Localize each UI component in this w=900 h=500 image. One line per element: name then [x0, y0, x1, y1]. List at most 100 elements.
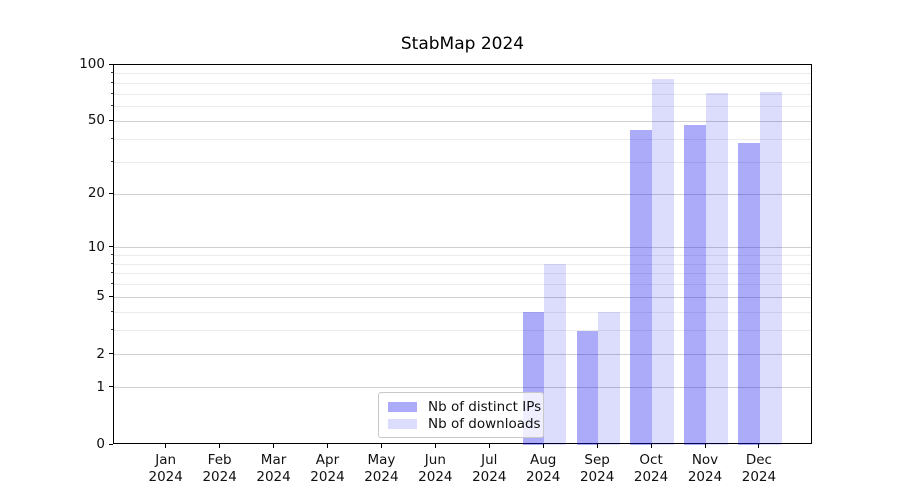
major-gridline: [114, 387, 811, 389]
x-axis-tick-label: Aug 2024: [513, 452, 573, 485]
minor-gridline: [114, 106, 811, 108]
x-axis-tick: [758, 444, 760, 448]
plot-area: [113, 64, 812, 445]
major-gridline: [114, 247, 811, 249]
minor-gridline: [114, 73, 811, 75]
minor-gridline: [114, 82, 811, 84]
y-axis-tick-label: 1: [96, 378, 105, 395]
y-axis-minor-tick: [110, 137, 113, 139]
minor-gridline: [114, 273, 811, 275]
y-axis-minor-tick: [110, 310, 113, 312]
y-axis-minor-tick: [110, 253, 113, 255]
x-axis-tick: [596, 444, 598, 448]
minor-gridline: [114, 138, 811, 140]
y-axis-tick-label: 5: [96, 288, 105, 305]
bar-downloads: [544, 264, 566, 445]
x-axis-tick: [434, 444, 436, 448]
x-axis-tick-year: 2024: [364, 468, 399, 485]
y-axis-tick: [109, 295, 113, 297]
y-axis-tick: [109, 443, 113, 445]
y-axis-tick-label: 0: [96, 436, 105, 452]
minor-gridline: [114, 161, 811, 163]
y-axis-tick: [109, 386, 113, 388]
x-axis-tick-label: Feb 2024: [190, 452, 250, 485]
x-axis-tick: [219, 444, 221, 448]
x-axis-tick-label: Sep 2024: [567, 452, 627, 485]
x-axis-tick-year: 2024: [256, 468, 291, 485]
y-axis-tick: [109, 63, 113, 65]
legend: Nb of distinct IPs Nb of downloads: [378, 392, 544, 438]
y-axis-minor-tick: [110, 329, 113, 331]
y-axis-tick: [109, 246, 113, 248]
bar-distinct-ips: [630, 129, 653, 445]
minor-gridline: [114, 284, 811, 286]
x-axis-tick-year: 2024: [579, 468, 615, 485]
y-axis-tick: [109, 119, 113, 121]
y-axis-tick-label: 20: [87, 185, 105, 202]
y-axis-tick-label: 100: [79, 56, 105, 72]
minor-gridline: [114, 93, 811, 95]
x-axis-tick-label: Dec 2024: [729, 452, 789, 485]
minor-gridline: [114, 330, 811, 332]
y-axis-minor-tick: [110, 92, 113, 94]
x-axis-tick-label: Jun 2024: [405, 452, 465, 485]
y-axis-minor-tick: [110, 262, 113, 264]
legend-label-distinct-ips: Nb of distinct IPs: [428, 398, 542, 415]
y-axis-minor-tick: [110, 160, 113, 162]
y-axis-tick-label: 10: [87, 238, 105, 255]
x-axis-tick-year: 2024: [687, 468, 723, 485]
y-axis-minor-tick: [110, 72, 113, 74]
x-axis-tick-label: May 2024: [351, 452, 411, 485]
major-gridline: [114, 193, 811, 195]
x-axis-tick: [273, 444, 275, 448]
x-axis-tick-year: 2024: [741, 468, 777, 485]
x-axis-tick-year: 2024: [472, 468, 507, 485]
bar-distinct-ips: [738, 143, 760, 445]
chart-title: StabMap 2024: [400, 34, 525, 54]
major-gridline: [114, 354, 811, 356]
y-axis-minor-tick: [110, 283, 113, 285]
y-axis-tick-label: 2: [96, 345, 105, 362]
bar-distinct-ips: [576, 330, 599, 445]
x-axis-tick-label: Apr 2024: [297, 452, 357, 485]
x-axis-tick: [380, 444, 382, 448]
x-axis-tick-label: Jul 2024: [459, 452, 519, 485]
bar-downloads: [652, 79, 674, 445]
x-axis-tick-year: 2024: [148, 468, 183, 485]
x-axis-tick-year: 2024: [418, 468, 453, 485]
minor-gridline: [114, 263, 811, 265]
x-axis-tick-year: 2024: [202, 468, 237, 485]
y-axis-minor-tick: [110, 105, 113, 107]
x-axis-tick-label: Nov 2024: [675, 452, 735, 485]
y-axis-minor-tick: [110, 272, 113, 274]
x-axis-tick-label: Jan 2024: [136, 452, 196, 485]
legend-item-distinct-ips: Nb of distinct IPs: [388, 398, 541, 415]
major-gridline: [114, 296, 811, 298]
y-axis-tick: [109, 353, 113, 355]
bar-distinct-ips: [684, 124, 706, 445]
legend-swatch-distinct-ips-icon: [388, 401, 417, 412]
bar-downloads: [598, 312, 620, 445]
bar-downloads: [706, 92, 728, 445]
minor-gridline: [114, 254, 811, 256]
y-axis-tick-label: 50: [87, 112, 105, 129]
x-axis-tick: [488, 444, 490, 448]
x-axis-tick: [326, 444, 328, 448]
legend-label-downloads: Nb of downloads: [428, 415, 541, 432]
x-axis-tick: [165, 444, 167, 448]
y-axis-tick: [109, 192, 113, 194]
x-axis-tick: [650, 444, 652, 448]
legend-swatch-downloads-icon: [388, 418, 417, 429]
legend-item-downloads: Nb of downloads: [388, 415, 541, 432]
bar-downloads: [759, 91, 782, 445]
major-gridline: [114, 120, 811, 122]
x-axis-tick-label: Oct 2024: [621, 452, 681, 485]
x-axis-tick: [542, 444, 544, 448]
x-axis-tick-year: 2024: [633, 468, 669, 485]
y-axis-minor-tick: [110, 81, 113, 83]
minor-gridline: [114, 311, 811, 313]
x-axis-tick-year: 2024: [526, 468, 561, 485]
x-axis-tick-label: Mar 2024: [244, 452, 304, 485]
x-axis-tick-year: 2024: [310, 468, 345, 485]
